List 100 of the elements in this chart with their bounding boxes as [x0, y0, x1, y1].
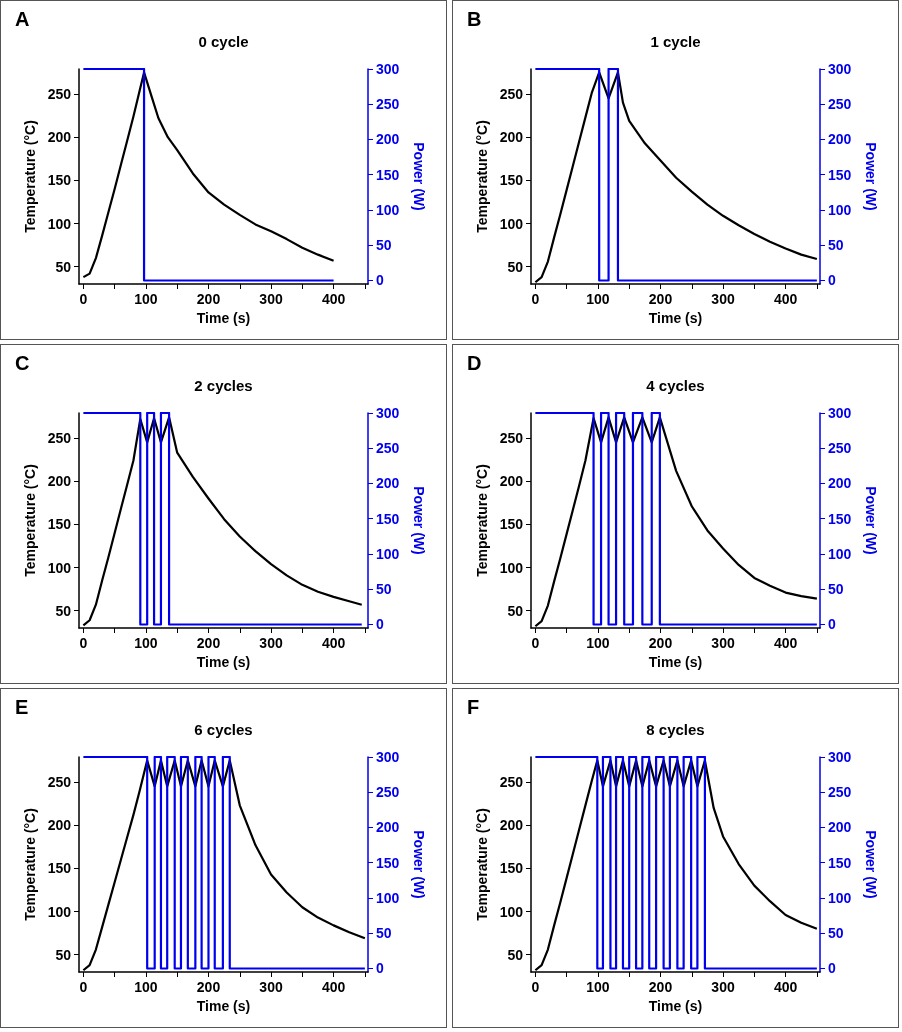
y-tick-label: 150	[47, 172, 72, 189]
y2-tick-label: 150	[376, 166, 400, 183]
x-axis-title: Time (s)	[648, 997, 703, 1014]
y2-tick-label: 50	[828, 581, 844, 598]
y2-tick-label: 0	[376, 616, 384, 633]
y2-tick-label: 150	[828, 510, 852, 527]
y-axis-title: Temperature (°C)	[21, 120, 38, 233]
y-tick-label: 100	[499, 215, 524, 232]
text: E	[15, 696, 29, 718]
y2-tick-label: 0	[828, 272, 836, 289]
text: C	[15, 352, 30, 374]
y2-tick-label: 0	[376, 960, 384, 977]
y-tick-label: 150	[499, 172, 524, 189]
y-tick-label: 50	[507, 258, 524, 275]
y-tick-label: 250	[499, 430, 524, 447]
y2-tick-label: 0	[828, 616, 836, 633]
y2-tick-label: 300	[376, 61, 400, 77]
x-tick-label: 0	[531, 291, 540, 307]
x-tick-label: 200	[648, 291, 673, 307]
y2-tick-label: 100	[828, 545, 852, 562]
x-tick-label: 300	[259, 291, 283, 307]
x-tick-label: 0	[531, 635, 540, 651]
x-axis-title: Time (s)	[196, 653, 251, 670]
chart-title: 0 cycle	[198, 33, 249, 50]
x-tick-label: 200	[196, 291, 221, 307]
y2-tick-label: 300	[828, 749, 852, 765]
y2-tick-label: 100	[828, 889, 852, 906]
x-tick-label: 0	[531, 979, 540, 995]
x-tick-label: 300	[259, 979, 283, 995]
y-tick-label: 150	[499, 516, 524, 533]
y-tick-label: 250	[499, 86, 524, 103]
chart-title: 6 cycles	[194, 721, 253, 738]
y2-tick-label: 300	[376, 749, 400, 765]
y2-tick-label: 200	[376, 819, 400, 836]
y2-tick-label: 150	[376, 854, 400, 871]
y2-tick-label: 50	[376, 581, 392, 598]
y-tick-label: 250	[499, 774, 524, 791]
y-tick-label: 100	[499, 559, 524, 576]
y-tick-label: 100	[47, 559, 72, 576]
y2-tick-label: 300	[376, 405, 400, 421]
y2-tick-label: 300	[828, 61, 852, 77]
y-tick-label: 150	[47, 860, 72, 877]
y-tick-label: 200	[47, 129, 72, 146]
y-axis-title: Temperature (°C)	[21, 464, 38, 577]
x-axis-title: Time (s)	[196, 997, 251, 1014]
text: D	[467, 352, 482, 374]
x-tick-label: 200	[648, 635, 673, 651]
y-tick-label: 50	[55, 946, 72, 963]
y-tick-label: 200	[499, 473, 524, 490]
y2-axis-title: Power (W)	[411, 830, 427, 899]
x-tick-label: 200	[196, 635, 221, 651]
y-tick-label: 150	[499, 860, 524, 877]
y-axis-title: Temperature (°C)	[21, 808, 38, 921]
y2-tick-label: 100	[828, 201, 852, 218]
x-axis-title: Time (s)	[196, 309, 251, 326]
x-tick-label: 200	[648, 979, 673, 995]
y2-axis-title: Power (W)	[863, 830, 879, 899]
y2-axis-title: Power (W)	[411, 142, 427, 211]
y-axis-title: Temperature (°C)	[473, 808, 490, 921]
y2-tick-label: 0	[828, 960, 836, 977]
y-axis-title: Temperature (°C)	[473, 464, 490, 577]
y2-tick-label: 150	[376, 510, 400, 527]
y2-tick-label: 0	[376, 272, 384, 289]
y2-tick-label: 250	[828, 96, 852, 113]
y-tick-label: 100	[499, 903, 524, 920]
x-tick-label: 100	[134, 635, 158, 651]
y2-tick-label: 50	[828, 237, 844, 254]
chart-title: 2 cycles	[194, 377, 253, 394]
y2-tick-label: 150	[828, 166, 852, 183]
y2-tick-label: 250	[828, 784, 852, 801]
y2-axis-title: Power (W)	[411, 486, 427, 555]
y-tick-label: 250	[47, 774, 72, 791]
x-tick-label: 400	[321, 291, 346, 307]
x-tick-label: 200	[196, 979, 221, 995]
x-tick-label: 300	[711, 291, 735, 307]
y-tick-label: 200	[47, 817, 72, 834]
text: B	[467, 8, 482, 30]
y2-tick-label: 150	[828, 854, 852, 871]
y-axis-title: Temperature (°C)	[473, 120, 490, 233]
chart-title: 4 cycles	[646, 377, 705, 394]
x-axis-title: Time (s)	[648, 653, 703, 670]
y2-tick-label: 100	[376, 545, 400, 562]
x-tick-label: 100	[586, 635, 610, 651]
y-tick-label: 50	[507, 602, 524, 619]
y2-tick-label: 250	[828, 440, 852, 457]
x-tick-label: 300	[259, 635, 283, 651]
chart-title: 1 cycle	[650, 33, 701, 50]
y2-axis-title: Power (W)	[863, 486, 879, 555]
chart-title: 8 cycles	[646, 721, 705, 738]
x-tick-label: 400	[773, 979, 798, 995]
y-tick-label: 50	[55, 258, 72, 275]
x-tick-label: 100	[134, 291, 158, 307]
x-tick-label: 400	[773, 291, 798, 307]
x-axis-title: Time (s)	[648, 309, 703, 326]
y-tick-label: 250	[47, 86, 72, 103]
y-tick-label: 100	[47, 903, 72, 920]
x-tick-label: 100	[134, 979, 158, 995]
y2-tick-label: 200	[376, 131, 400, 148]
x-tick-label: 400	[321, 979, 346, 995]
text: A	[15, 8, 30, 30]
